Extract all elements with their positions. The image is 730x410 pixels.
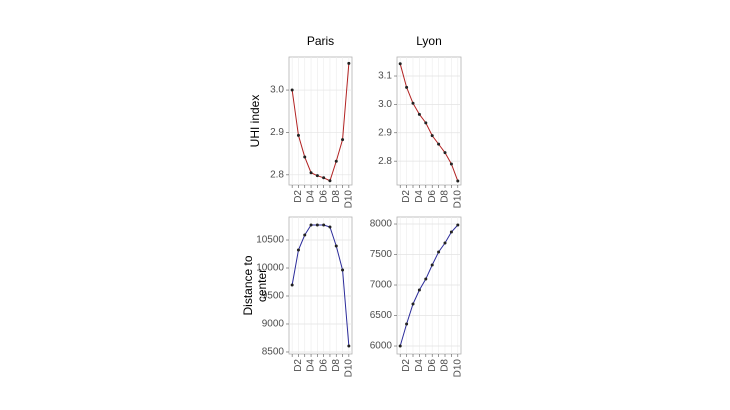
point	[328, 225, 332, 229]
y-tick-label: 3.0	[270, 85, 284, 96]
y-tick-label: 7500	[370, 249, 393, 260]
x-tick-label: D6	[427, 359, 438, 372]
y-tick-label: 2.8	[378, 156, 392, 167]
x-tick-label: D2	[293, 190, 304, 203]
line	[291, 63, 350, 182]
panel-background	[396, 216, 462, 355]
y-axis-label: UHI index	[248, 95, 262, 148]
point	[443, 241, 447, 245]
x-tick-label: D8	[440, 190, 451, 203]
y-tick-label: 8000	[370, 219, 393, 230]
point	[315, 174, 319, 178]
point	[437, 250, 441, 254]
x-tick-label: D4	[414, 190, 425, 203]
x-tick-label: D6	[427, 190, 438, 203]
point	[424, 121, 428, 125]
line	[399, 63, 459, 182]
x-tick-label: D4	[306, 190, 317, 203]
x-tick-label: D8	[440, 359, 451, 372]
x-tick-label: D10	[343, 190, 354, 209]
panel-background	[288, 56, 353, 186]
point	[417, 112, 421, 116]
point	[430, 263, 434, 267]
y-tick-label: 3.1	[378, 71, 392, 82]
point	[405, 85, 409, 89]
x-tick-label: D8	[331, 359, 342, 372]
x-tick-label: D2	[401, 190, 412, 203]
point	[341, 268, 345, 272]
y-tick-label: 8500	[262, 347, 285, 358]
point	[296, 248, 300, 252]
point	[334, 244, 338, 248]
point	[430, 134, 434, 138]
point	[290, 283, 294, 287]
point	[411, 302, 415, 306]
y-tick-label: 10000	[256, 263, 284, 274]
line	[291, 224, 350, 347]
x-tick-label: D2	[293, 359, 304, 372]
point	[449, 162, 453, 166]
panel-title: Lyon	[416, 34, 442, 48]
x-tick-label: D4	[414, 359, 425, 372]
x-tick-label: D8	[331, 190, 342, 203]
x-tick-label: D10	[452, 190, 463, 209]
y-tick-label: 7000	[370, 280, 393, 291]
point	[449, 230, 453, 234]
point	[347, 344, 351, 348]
y-tick-label: 2.9	[270, 127, 284, 138]
point	[328, 179, 332, 183]
point	[322, 223, 326, 227]
y-tick-label: 9500	[262, 291, 285, 302]
x-tick-label: D2	[401, 359, 412, 372]
point	[334, 159, 338, 163]
point	[443, 151, 447, 155]
point	[341, 138, 345, 142]
point	[303, 155, 307, 159]
point	[290, 88, 294, 92]
point	[437, 142, 441, 146]
point	[322, 176, 326, 180]
point	[303, 233, 307, 237]
y-tick-label: 10500	[256, 235, 284, 246]
point	[424, 277, 428, 281]
point	[315, 223, 319, 227]
point	[398, 62, 402, 66]
point	[309, 223, 313, 227]
point	[411, 101, 415, 105]
x-tick-label: D6	[318, 359, 329, 372]
point	[456, 223, 460, 227]
point	[309, 171, 313, 175]
point	[296, 133, 300, 137]
y-tick-label: 9000	[262, 319, 285, 330]
y-axis-label: center	[255, 269, 269, 302]
y-tick-label: 6500	[370, 310, 393, 321]
y-tick-label: 6000	[370, 341, 393, 352]
point	[347, 61, 351, 65]
x-tick-label: D10	[452, 359, 463, 378]
point	[417, 288, 421, 292]
y-tick-label: 2.9	[378, 127, 392, 138]
panel-title: Paris	[307, 34, 334, 48]
y-tick-label: 3.0	[378, 99, 392, 110]
y-axis-label: Distance to	[241, 255, 255, 315]
point	[456, 179, 460, 183]
line	[399, 224, 459, 347]
x-tick-label: D6	[318, 190, 329, 203]
point	[405, 322, 409, 326]
x-tick-label: D4	[306, 359, 317, 372]
x-tick-label: D10	[343, 359, 354, 378]
point	[398, 344, 402, 348]
y-tick-label: 2.8	[270, 169, 284, 180]
